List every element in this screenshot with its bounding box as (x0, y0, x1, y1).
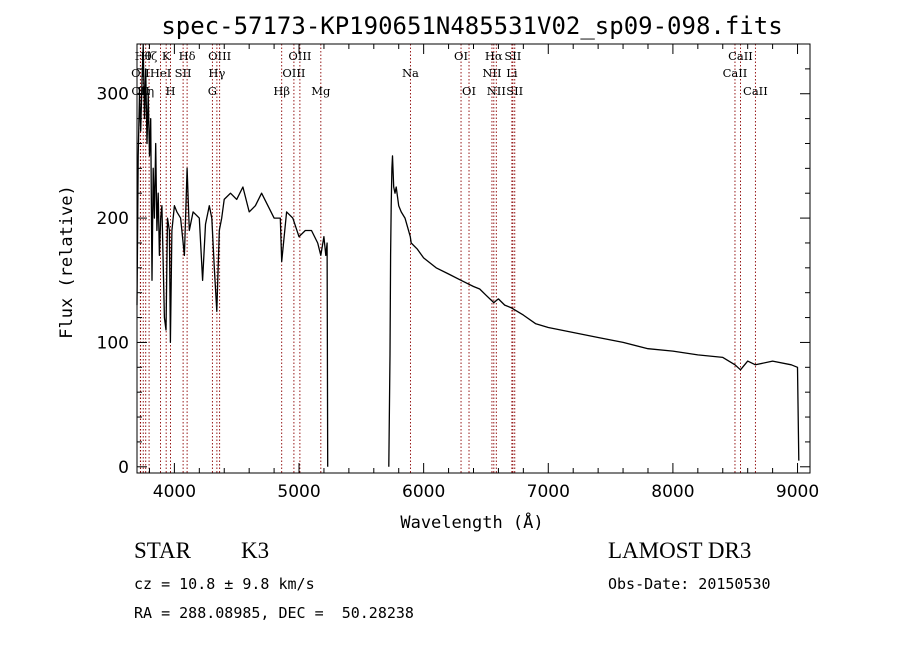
line-label-nii: NII (482, 66, 501, 80)
line-label-sii: SII (175, 66, 192, 80)
plot-frame (136, 43, 811, 474)
x-axis-label: Wavelength (Å) (400, 511, 543, 533)
x-tick-label: 9000 (776, 482, 819, 502)
x-tick-label: 8000 (651, 482, 694, 502)
line-label-oii: OII (131, 66, 150, 80)
object-subclass: K3 (241, 538, 270, 563)
line-label-hα: Hα (485, 49, 503, 63)
coordinates: RA = 288.08985, DEC = 50.28238 (134, 604, 414, 622)
line-label-hζ: Hζ (141, 49, 157, 63)
line-label-sii: SII (504, 49, 521, 63)
spectrum-line-segment-2 (388, 155, 800, 467)
line-label-hδ: Hδ (179, 49, 196, 63)
redshift-value: cz = 10.8 ± 9.8 km/s (134, 575, 315, 593)
line-label-oiii: OIII (282, 66, 305, 80)
x-tick-label: 5000 (277, 482, 320, 502)
y-tick-label: 200 (97, 209, 129, 229)
x-tick-label: 7000 (527, 482, 570, 502)
y-axis: 0 100 200 300 (97, 68, 810, 478)
line-label-nii: NII (487, 84, 506, 98)
object-class: STAR (134, 538, 191, 563)
emission-line-markers (139, 44, 756, 473)
line-label-hei: HeI (150, 66, 171, 80)
y-axis-label: Flux (relative) (57, 185, 77, 339)
spectrum-series (136, 44, 800, 467)
line-label-g: G (208, 84, 217, 98)
line-label-mg: Mg (311, 84, 331, 98)
y-tick-label: 300 (97, 85, 129, 105)
observation-date: Obs-Date: 20150530 (608, 575, 771, 593)
line-label-na: Na (402, 66, 419, 80)
survey-name: LAMOST DR3 (608, 538, 752, 563)
line-label-oi: OI (454, 49, 468, 63)
y-tick-label: 100 (97, 333, 129, 353)
spectrum-line-segment-1 (136, 44, 329, 467)
line-label-k: K (162, 49, 171, 63)
line-label-caii: CaII (723, 66, 748, 80)
x-axis: 4000 5000 6000 7000 8000 9000 (148, 44, 819, 502)
x-tick-label: 6000 (402, 482, 445, 502)
line-label-oi: OI (462, 84, 476, 98)
line-label-caii: CaII (728, 49, 753, 63)
emission-line-labels: OIIOIIHθHηHζHeIKHSIIHδGHγOIIIHβOIIIOIIIM… (131, 49, 768, 98)
line-label-sii: SII (506, 84, 523, 98)
line-label-oiii: OIII (208, 49, 231, 63)
x-tick-label: 4000 (153, 482, 196, 502)
y-tick-label: 0 (118, 458, 129, 478)
line-label-hβ: Hβ (273, 84, 290, 98)
line-label-h: H (166, 84, 176, 98)
line-label-hγ: Hγ (208, 66, 225, 80)
line-label-oiii: OIII (288, 49, 311, 63)
chart-title: spec-57173-KP190651N485531V02_sp09-098.f… (161, 12, 782, 40)
line-label-caii: CaII (743, 84, 768, 98)
line-label-li: Li (506, 66, 518, 80)
